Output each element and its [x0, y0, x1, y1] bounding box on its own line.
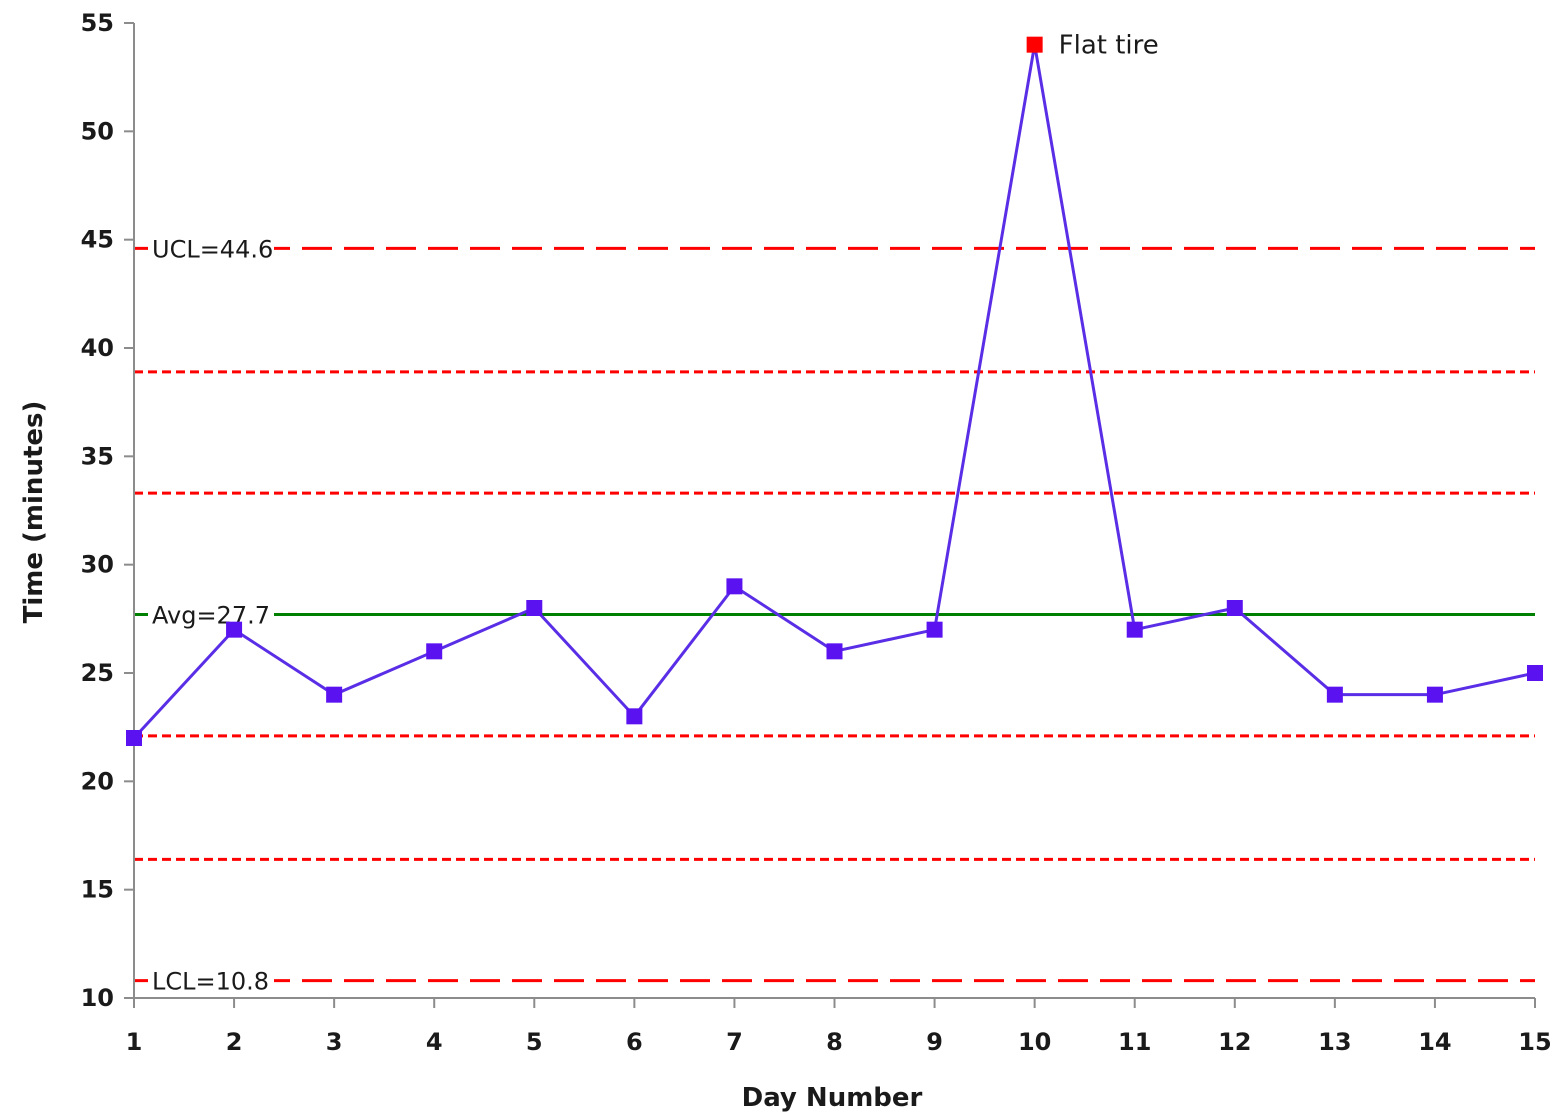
- y-tick-label: 25: [81, 659, 114, 687]
- y-tick-label: 15: [81, 876, 114, 904]
- x-tick-label: 2: [226, 1028, 243, 1056]
- x-tick-label: 12: [1218, 1028, 1251, 1056]
- data-point: [1126, 621, 1143, 638]
- x-tick-label: 3: [326, 1028, 343, 1056]
- x-tick-label: 8: [826, 1028, 843, 1056]
- x-tick-label: 1: [126, 1028, 143, 1056]
- data-point-highlighted: [1026, 36, 1043, 53]
- x-tick-label: 11: [1118, 1028, 1151, 1056]
- axes: [133, 23, 1535, 999]
- data-point: [226, 621, 243, 638]
- reference-label-bg-0: [148, 233, 274, 264]
- x-tick-label: 6: [626, 1028, 643, 1056]
- y-axis-title: Time (minutes): [19, 401, 49, 624]
- x-tick-label: 7: [726, 1028, 743, 1056]
- data-point: [1226, 600, 1243, 616]
- data-point: [726, 578, 743, 595]
- x-tick-label: 15: [1518, 1028, 1551, 1056]
- data-point: [1426, 686, 1443, 703]
- data-point: [526, 600, 543, 616]
- series-line: [132, 44, 1536, 740]
- annotations: Flat tire: [1059, 31, 1159, 61]
- data-point: [326, 686, 343, 703]
- y-tick-label: 10: [81, 984, 114, 1012]
- data-point: [626, 708, 643, 725]
- x-tick-label: 10: [1018, 1028, 1051, 1056]
- reference-label-3: Avg=27.7: [152, 602, 270, 630]
- y-tick-label: 35: [81, 442, 114, 470]
- x-tick-label: 4: [426, 1028, 443, 1056]
- reference-label-6: LCL=10.8: [152, 968, 269, 996]
- data-point: [1326, 686, 1343, 703]
- reference-label-bg-6: [148, 965, 274, 996]
- x-tick-label: 9: [926, 1028, 943, 1056]
- y-tick-label: 50: [81, 117, 114, 145]
- y-tick-label: 30: [81, 551, 114, 579]
- data-point: [826, 643, 843, 660]
- reference-label-bg-3: [148, 599, 274, 630]
- x-tick-label: 14: [1418, 1028, 1451, 1056]
- x-axis-ticks: 1 2 3 4 5 6 7 8 9 10 11 12 13 14 15: [126, 998, 1552, 1056]
- reference-labels: UCL=44.6 Avg=27.7 LCL=10.8: [148, 233, 274, 996]
- data-point: [1527, 665, 1543, 681]
- x-axis-title: Day Number: [742, 1083, 923, 1113]
- reference-label-0: UCL=44.6: [152, 235, 273, 263]
- data-point: [926, 621, 943, 638]
- y-tick-label: 40: [81, 334, 114, 362]
- y-tick-label: 20: [81, 767, 114, 795]
- x-tick-label: 13: [1318, 1028, 1351, 1056]
- annotation-label-0: Flat tire: [1059, 31, 1159, 61]
- x-tick-label: 5: [526, 1028, 543, 1056]
- y-tick-label: 55: [81, 9, 114, 37]
- series-time: [126, 36, 1543, 746]
- data-point: [126, 730, 142, 746]
- reference-lines: [134, 246, 1535, 983]
- data-point: [426, 643, 443, 660]
- y-axis-ticks: 10 15 20 25 30 35 40 45 50 55: [81, 9, 134, 1012]
- y-tick-label: 45: [81, 226, 114, 254]
